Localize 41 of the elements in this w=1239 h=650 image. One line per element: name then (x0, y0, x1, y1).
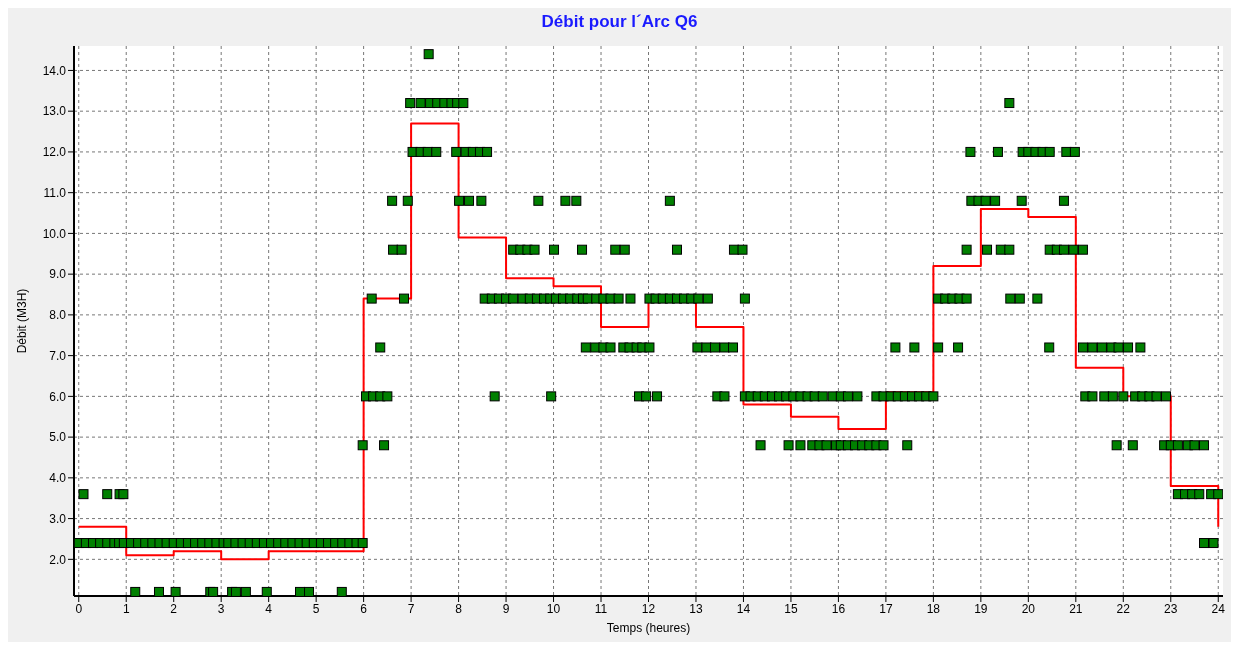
x-tick-label: 18 (926, 601, 941, 616)
x-tick-label: 1 (122, 601, 130, 616)
y-tick-label: 8.0 (49, 308, 67, 323)
x-tick-label: 13 (689, 601, 703, 616)
x-tick-label: 0 (75, 601, 83, 616)
x-tick-label: 10 (546, 601, 561, 616)
y-tick-label: 7.0 (49, 348, 67, 363)
x-tick-label: 6 (360, 601, 368, 616)
y-tick-label: 5.0 (49, 430, 67, 445)
x-tick-label: 20 (1021, 601, 1036, 616)
x-tick-label: 22 (1116, 601, 1131, 616)
x-tick-label: 15 (784, 601, 798, 616)
x-tick-label: 8 (455, 601, 463, 616)
x-tick-label: 7 (407, 601, 415, 616)
x-tick-label: 2 (170, 601, 178, 616)
y-tick-label: 13.0 (42, 104, 67, 119)
chart-title: Débit pour l´Arc Q6 (540, 11, 699, 33)
y-tick-label: 2.0 (49, 552, 67, 567)
y-tick-label: 10.0 (42, 226, 67, 241)
x-tick-label: 21 (1069, 601, 1083, 616)
y-tick-label: 6.0 (49, 389, 67, 404)
x-tick-label: 5 (312, 601, 320, 616)
x-tick-label: 16 (831, 601, 846, 616)
x-tick-label: 14 (736, 601, 751, 616)
y-tick-label: 3.0 (49, 511, 67, 526)
x-tick-label: 23 (1164, 601, 1178, 616)
x-tick-label: 19 (974, 601, 988, 616)
y-tick-label: 12.0 (42, 145, 67, 160)
x-tick-label: 3 (217, 601, 225, 616)
x-tick-label: 12 (641, 601, 656, 616)
y-tick-label: 9.0 (49, 267, 67, 282)
y-tick-label: 14.0 (42, 63, 67, 78)
x-tick-label: 24 (1211, 601, 1226, 616)
x-tick-label: 17 (879, 601, 893, 616)
x-tick-label: 11 (594, 601, 608, 616)
y-axis-title: Débit (M3H) (15, 288, 30, 354)
x-axis-title: Temps (heures) (606, 621, 691, 635)
x-tick-label: 9 (502, 601, 510, 616)
y-tick-label: 4.0 (49, 471, 67, 486)
x-tick-label: 4 (265, 601, 273, 616)
y-tick-label: 11.0 (43, 185, 67, 200)
